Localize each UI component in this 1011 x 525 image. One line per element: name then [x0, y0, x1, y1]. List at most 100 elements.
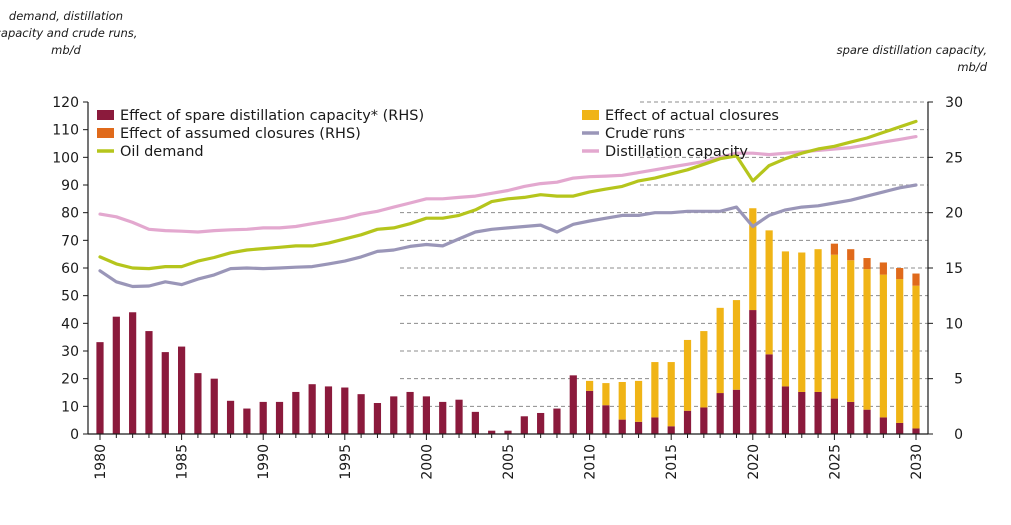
bar-spare-1998	[390, 396, 398, 434]
right-tick-label: 0	[954, 427, 963, 443]
bar-spare-1993	[308, 384, 316, 434]
bar-spare-1985	[178, 346, 186, 434]
bar-spare-2014	[651, 417, 659, 434]
bar-spare-1991	[275, 401, 284, 434]
x-tick-label: 2000	[419, 444, 435, 480]
x-tick-label: 1995	[338, 444, 354, 480]
bar-spare-1995	[341, 387, 349, 434]
legend-label: Distillation capacity	[605, 144, 748, 160]
bar-actual-2020	[749, 208, 757, 311]
legend-label: Oil demand	[120, 144, 204, 160]
bar-actual-2026	[847, 260, 855, 402]
x-tick-label: 2005	[501, 444, 517, 480]
bar-spare-2010	[586, 390, 594, 434]
legend-label: Crude runs	[605, 126, 685, 142]
legend: Effect of spare distillation capacity* (…	[97, 108, 779, 160]
left-axis-title: demand, distillation capacity and crude r…	[0, 9, 137, 57]
left-tick-label: 100	[52, 150, 79, 166]
bar-spare-2025	[830, 398, 838, 434]
bar-spare-2016	[683, 410, 692, 434]
bar-actual-2018	[716, 307, 724, 394]
lines-layer	[98, 119, 918, 289]
bar-spare-2017	[700, 407, 708, 434]
bar-assumed-2027	[863, 258, 871, 270]
bar-spare-2005	[504, 430, 512, 434]
bar-spare-1989	[243, 408, 251, 434]
bar-spare-1997	[373, 403, 382, 434]
bar-spare-2008	[553, 408, 561, 434]
bar-spare-2007	[537, 412, 545, 434]
bar-spare-2012	[618, 419, 626, 434]
bar-spare-2026	[847, 401, 855, 434]
left-tick-label: 30	[61, 344, 79, 360]
left-tick-label: 20	[61, 372, 79, 388]
right-axis-ticks: 0 5 10 15 20 25 30	[928, 95, 963, 443]
bar-actual-2028	[879, 274, 887, 418]
left-tick-label: 80	[61, 206, 79, 222]
legend-label: Effect of spare distillation capacity* (…	[120, 108, 424, 124]
left-axis-title-line: mb/d	[51, 43, 81, 57]
x-tick-label: 1980	[93, 444, 109, 480]
right-tick-label: 20	[945, 206, 963, 222]
x-tick-label: 2020	[746, 444, 762, 480]
distillation-capacity-line	[98, 135, 918, 234]
bar-spare-2000	[422, 396, 430, 434]
left-tick-label: 60	[61, 261, 79, 277]
bar-assumed-2030	[912, 273, 920, 286]
bar-actual-2021	[765, 230, 773, 355]
bar-actual-2023	[798, 252, 806, 392]
left-tick-label: 10	[61, 399, 79, 415]
left-tick-label: 120	[52, 95, 79, 111]
left-tick-label: 0	[70, 427, 79, 443]
bar-actual-2029	[896, 279, 904, 423]
bar-actual-2011	[602, 383, 610, 406]
bar-spare-1986	[194, 373, 202, 434]
bar-assumed-2028	[879, 262, 887, 275]
bar-spare-2022	[781, 386, 790, 434]
bar-spare-1994	[324, 386, 333, 434]
legend-swatch	[97, 110, 114, 120]
bar-spare-2021	[765, 354, 773, 434]
bar-actual-2014	[651, 362, 659, 418]
left-axis-title-line: capacity and crude runs,	[0, 26, 137, 40]
legend-label: Effect of assumed closures (RHS)	[120, 126, 361, 142]
oil-demand-line	[98, 119, 918, 271]
bar-spare-2004	[488, 430, 496, 434]
bar-spare-2020	[749, 310, 757, 434]
right-tick-label: 30	[945, 95, 963, 111]
right-axis-title-line: mb/d	[957, 60, 987, 74]
bar-spare-2011	[602, 405, 610, 434]
x-tick-label: 1985	[175, 444, 191, 480]
bar-spare-1996	[357, 394, 365, 434]
bar-actual-2030	[912, 285, 920, 429]
x-tick-label: 2010	[583, 444, 599, 480]
bar-spare-1987	[210, 378, 218, 434]
bar-assumed-2026	[847, 249, 855, 261]
bar-spare-2001	[439, 401, 447, 434]
x-tick-label: 2015	[664, 444, 680, 480]
bar-spare-1983	[145, 331, 153, 434]
left-axis-title-line: demand, distillation	[9, 9, 123, 23]
bar-actual-2025	[830, 254, 838, 399]
bar-spare-1990	[259, 401, 267, 434]
right-tick-label: 10	[945, 316, 963, 332]
right-axis-title-line: spare distillation capacity,	[837, 43, 987, 57]
bar-spare-1988	[226, 400, 235, 434]
bar-spare-1999	[406, 391, 414, 434]
right-tick-label: 15	[945, 261, 963, 277]
bar-spare-2009	[569, 375, 577, 434]
left-tick-label: 40	[61, 316, 79, 332]
bar-spare-2028	[879, 417, 887, 434]
bar-actual-2019	[732, 300, 741, 390]
bar-spare-1981	[112, 316, 120, 434]
bar-actual-2016	[683, 339, 692, 411]
left-tick-label: 70	[61, 233, 79, 249]
bar-spare-1982	[129, 312, 137, 434]
left-tick-label: 90	[61, 178, 79, 194]
bar-spare-1980	[96, 342, 104, 434]
bar-spare-2006	[520, 416, 528, 434]
bar-actual-2017	[700, 331, 708, 408]
bar-spare-2023	[798, 391, 806, 434]
